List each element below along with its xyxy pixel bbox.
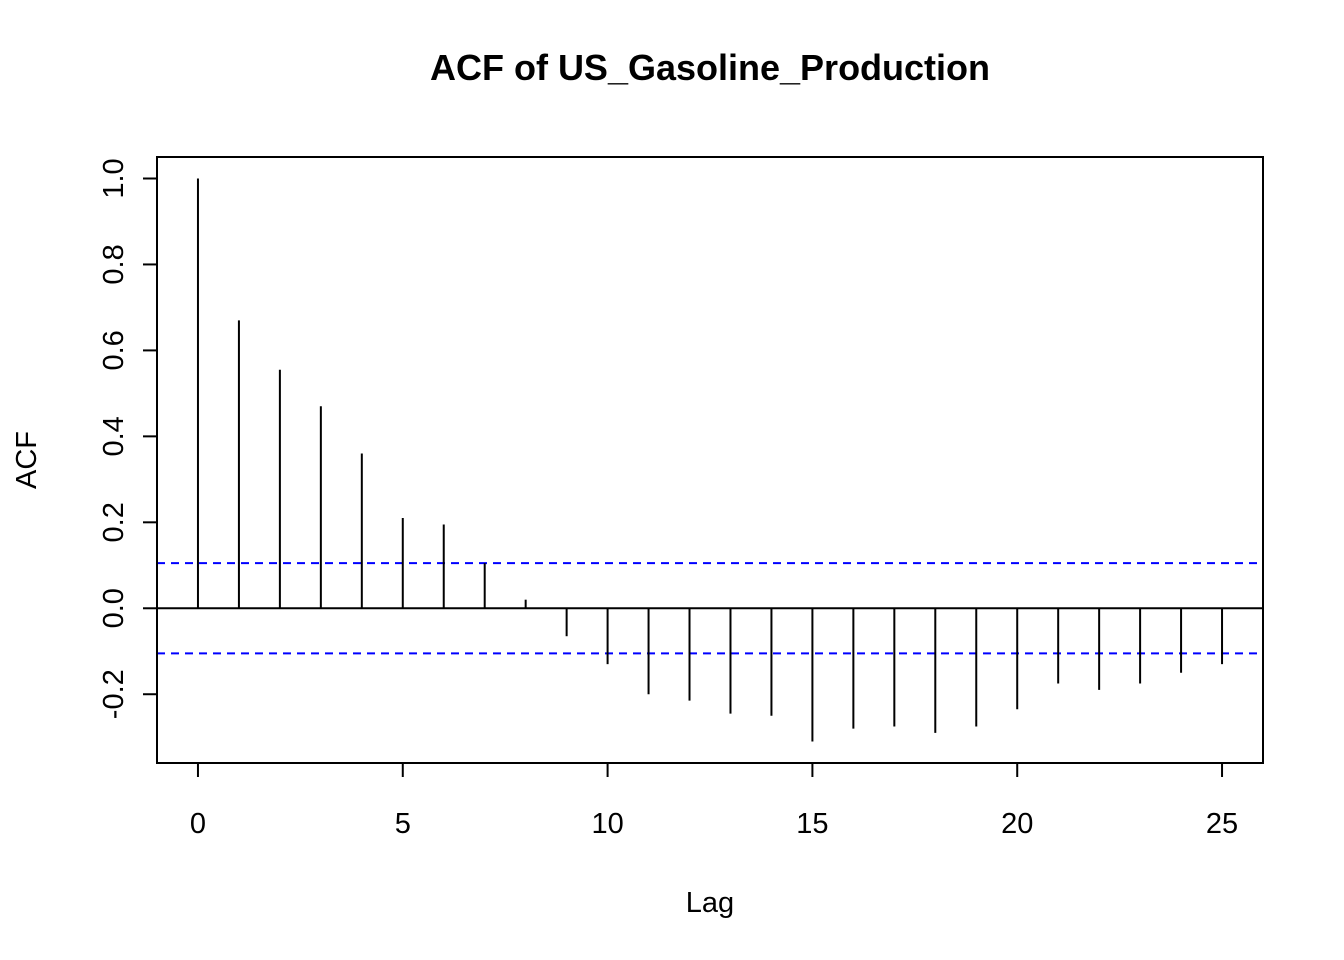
y-axis-title: ACF: [11, 431, 43, 489]
y-axis: -0.2 0.0 0.2 0.4 0.6 0.8 1.0: [98, 158, 158, 719]
plot-frame: [156, 156, 1264, 764]
x-tick-label: 10: [591, 808, 623, 840]
x-tick-label: 25: [1206, 808, 1238, 840]
x-tick-label: 15: [796, 808, 828, 840]
chart-title: ACF of US_Gasoline_Production: [430, 47, 990, 88]
y-tick-label: 0.4: [98, 416, 130, 456]
y-tick-label: -0.2: [98, 669, 130, 719]
y-tick-label: 0.0: [98, 588, 130, 628]
x-axis: 0 5 10 15 20 25: [190, 762, 1238, 840]
x-tick-label: 0: [190, 808, 206, 840]
y-tick-label: 0.6: [98, 330, 130, 370]
x-tick-label: 20: [1001, 808, 1033, 840]
y-tick-label: 0.8: [98, 244, 130, 284]
x-tick-label: 5: [395, 808, 411, 840]
y-tick-label: 0.2: [98, 502, 130, 542]
y-tick-label: 1.0: [98, 158, 130, 198]
x-axis-title: Lag: [686, 887, 734, 919]
